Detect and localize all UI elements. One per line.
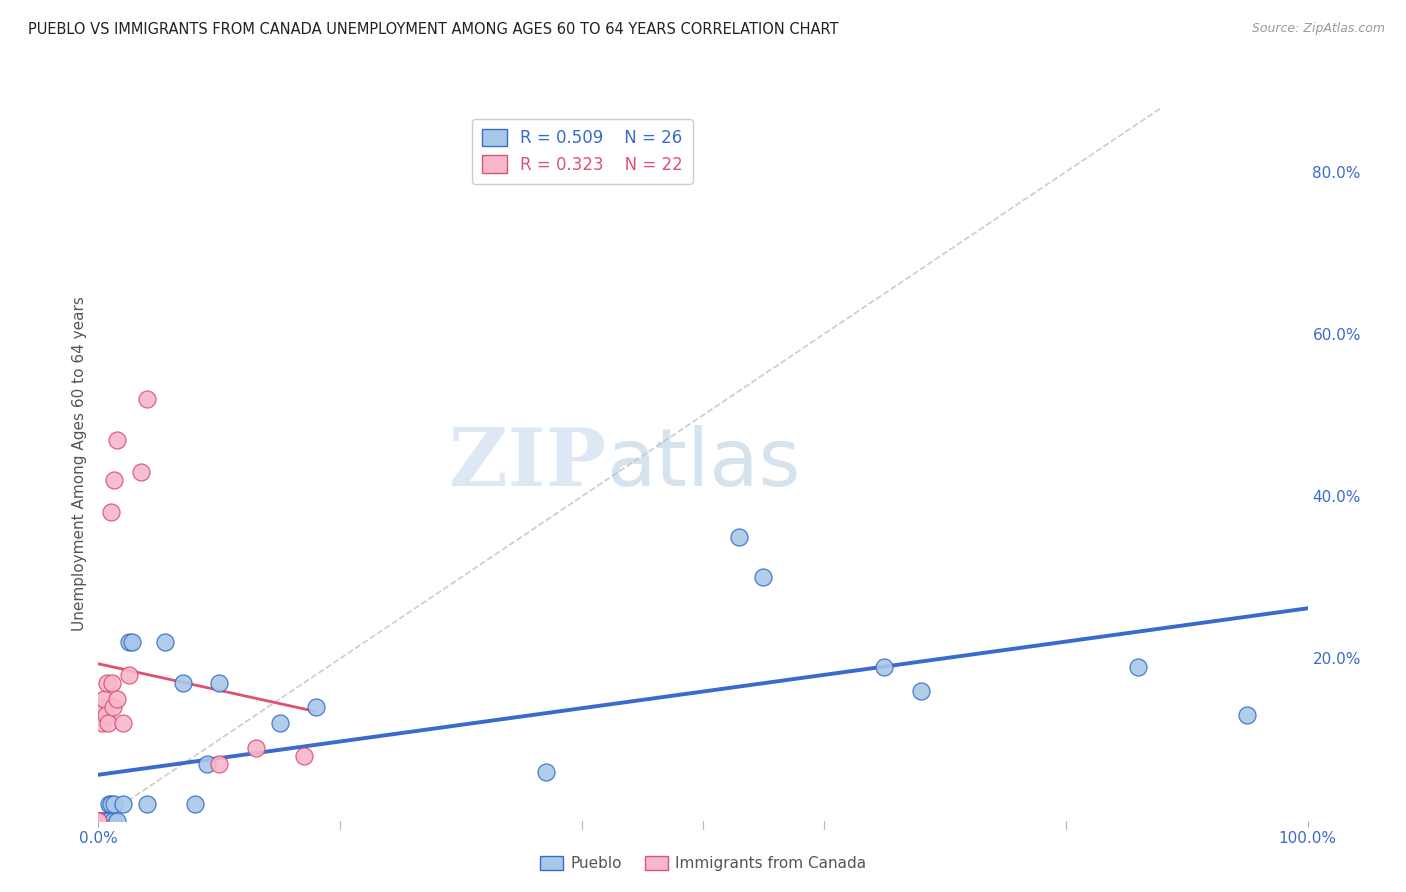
Point xyxy=(534,764,557,779)
Legend: Pueblo, Immigrants from Canada: Pueblo, Immigrants from Canada xyxy=(533,850,873,877)
Point xyxy=(91,716,114,731)
Point xyxy=(101,700,124,714)
Y-axis label: Unemployment Among Ages 60 to 64 years: Unemployment Among Ages 60 to 64 years xyxy=(72,296,87,632)
Point xyxy=(93,814,115,828)
Text: Source: ZipAtlas.com: Source: ZipAtlas.com xyxy=(1251,22,1385,36)
Point xyxy=(111,716,134,731)
Point xyxy=(100,675,122,690)
Point xyxy=(105,814,128,828)
Point xyxy=(135,392,157,406)
Point xyxy=(111,797,134,812)
Point xyxy=(100,797,122,812)
Point xyxy=(96,675,118,690)
Point xyxy=(87,814,110,828)
Text: PUEBLO VS IMMIGRANTS FROM CANADA UNEMPLOYMENT AMONG AGES 60 TO 64 YEARS CORRELAT: PUEBLO VS IMMIGRANTS FROM CANADA UNEMPLO… xyxy=(28,22,838,37)
Point xyxy=(96,814,118,828)
Point xyxy=(269,716,291,731)
Point xyxy=(292,748,315,763)
Point xyxy=(1128,659,1150,673)
Point xyxy=(105,692,128,706)
Point xyxy=(93,814,115,828)
Text: ZIP: ZIP xyxy=(450,425,606,503)
Point xyxy=(208,675,231,690)
Point xyxy=(1236,708,1258,723)
Point xyxy=(752,570,775,584)
Point xyxy=(100,506,122,520)
Point xyxy=(87,814,110,828)
Point xyxy=(103,473,125,487)
Point xyxy=(195,756,218,771)
Point xyxy=(305,700,328,714)
Point xyxy=(728,530,751,544)
Point xyxy=(90,814,112,828)
Text: atlas: atlas xyxy=(606,425,800,503)
Point xyxy=(208,756,231,771)
Point xyxy=(129,465,152,479)
Point xyxy=(118,635,141,649)
Point xyxy=(153,635,176,649)
Point xyxy=(87,814,110,828)
Point xyxy=(135,797,157,812)
Point xyxy=(121,635,143,649)
Point xyxy=(118,667,141,681)
Point xyxy=(98,797,121,812)
Point xyxy=(97,814,120,828)
Point xyxy=(91,700,114,714)
Point xyxy=(873,659,896,673)
Point xyxy=(101,814,124,828)
Point xyxy=(91,814,114,828)
Point xyxy=(87,814,110,828)
Point xyxy=(93,692,115,706)
Point xyxy=(103,797,125,812)
Point xyxy=(184,797,207,812)
Point xyxy=(105,433,128,447)
Point xyxy=(910,684,932,698)
Point xyxy=(94,708,117,723)
Point xyxy=(172,675,194,690)
Point xyxy=(245,740,267,755)
Point xyxy=(97,716,120,731)
